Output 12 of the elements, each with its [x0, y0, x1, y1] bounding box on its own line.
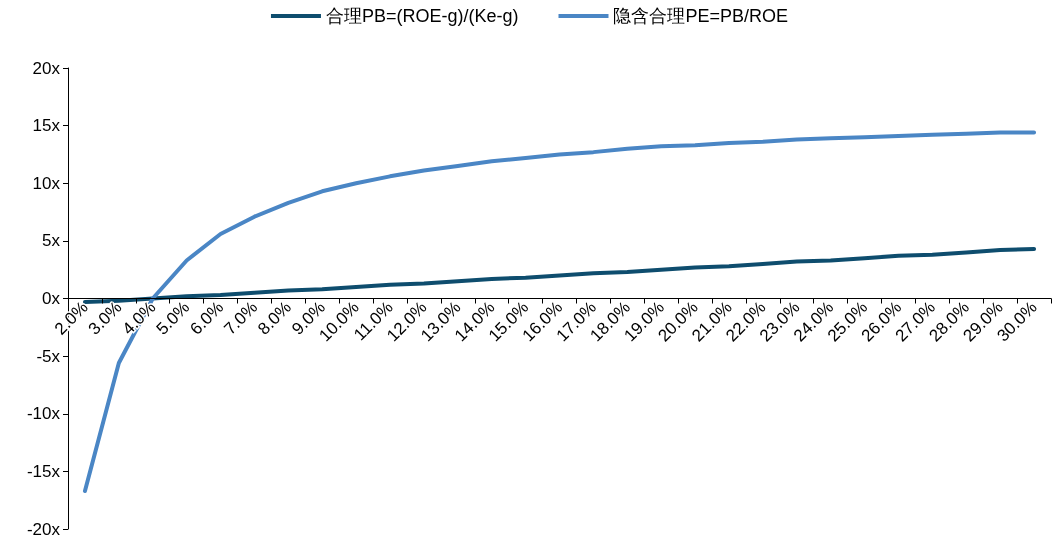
y-tick-label: 5x [42, 231, 61, 251]
legend-label: 隐含合理PE=PB/ROE [613, 6, 789, 26]
y-tick-label: -5x [36, 346, 61, 366]
y-tick-label: 15x [32, 116, 61, 136]
y-tick-label: -10x [26, 404, 61, 424]
y-tick-label: -20x [26, 519, 61, 539]
y-tick-label: -15x [26, 461, 61, 481]
line-series [82, 246, 1037, 304]
y-tick-label: 20x [32, 58, 61, 78]
y-tick-label: 0x [42, 289, 61, 308]
legend-label: 合理PB=(ROE-g)/(Ke-g) [325, 6, 519, 26]
y-tick-label: 10x [32, 173, 61, 193]
